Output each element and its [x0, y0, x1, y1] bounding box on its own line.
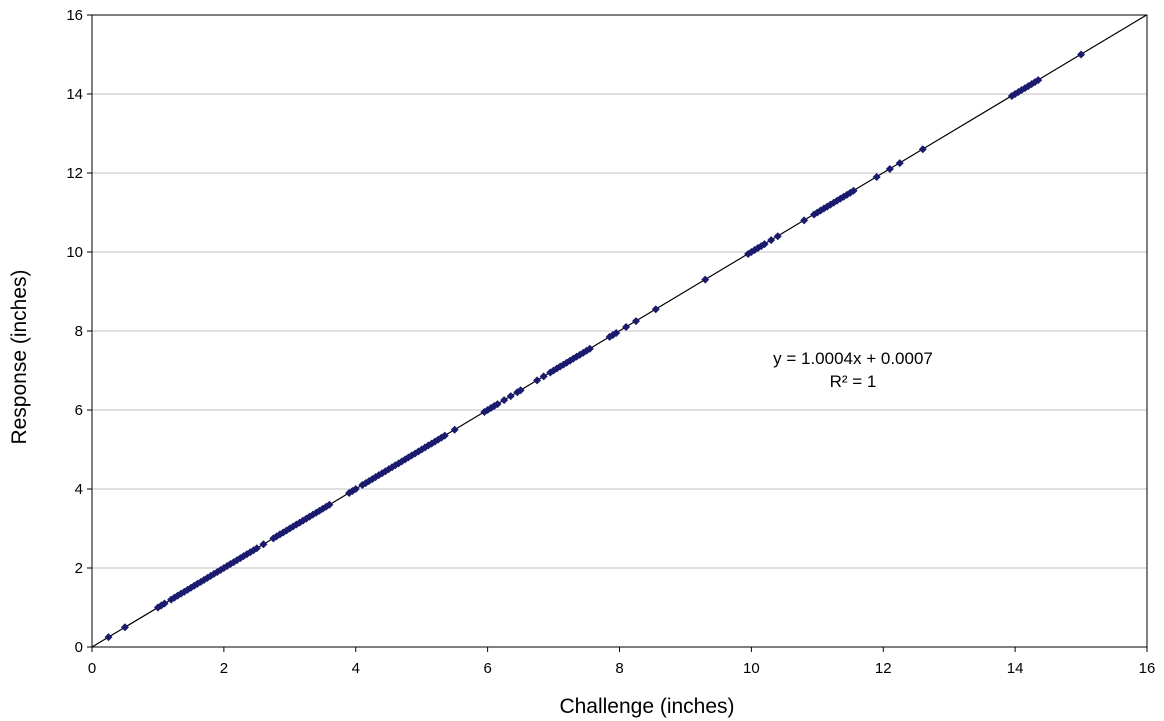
trendline-equation: y = 1.0004x + 0.0007 [773, 349, 933, 368]
data-point [849, 186, 858, 195]
trendline [91, 14, 1147, 648]
data-point [533, 376, 542, 385]
data-point [120, 623, 129, 632]
y-tick-label: 8 [75, 323, 83, 340]
data-point [631, 317, 640, 326]
y-tick-label: 12 [66, 165, 83, 182]
data-point [885, 165, 894, 174]
y-axis-title: Response (inches) [8, 269, 31, 444]
data-point [612, 328, 621, 337]
data-point [506, 392, 515, 401]
data-point [918, 145, 927, 154]
trendline-r-squared: R² = 1 [830, 372, 877, 391]
x-axis-ticks: 0 2 4 6 8 10 12 14 16 [88, 647, 1156, 677]
data-point [160, 599, 169, 608]
data-point [252, 544, 261, 553]
data-point [1034, 76, 1043, 85]
x-tick-label: 8 [615, 660, 623, 677]
data-point [651, 305, 660, 314]
x-tick-label: 6 [483, 660, 491, 677]
data-point [1077, 50, 1086, 59]
data-point [701, 275, 710, 284]
x-tick-label: 4 [352, 660, 360, 677]
x-tick-label: 12 [875, 660, 892, 677]
data-point [767, 236, 776, 245]
data-point [450, 425, 459, 434]
data-point [493, 400, 502, 409]
data-point [773, 232, 782, 241]
y-tick-label: 6 [75, 402, 83, 419]
x-tick-label: 0 [88, 660, 96, 677]
x-tick-label: 10 [743, 660, 760, 677]
y-tick-label: 10 [66, 244, 83, 261]
grid-lines [92, 93, 1147, 569]
data-point [539, 372, 548, 381]
data-point [500, 396, 509, 405]
data-point [104, 633, 113, 642]
y-axis-ticks: 0 2 4 6 8 10 12 14 16 [66, 7, 92, 656]
data-point [351, 485, 360, 493]
data-point [259, 540, 268, 549]
x-tick-label: 16 [1139, 660, 1156, 677]
y-tick-label: 16 [66, 7, 83, 24]
y-tick-label: 4 [75, 481, 83, 498]
x-tick-label: 2 [220, 660, 228, 677]
x-tick-label: 14 [1007, 660, 1024, 677]
data-points [104, 50, 1086, 642]
data-point [872, 172, 881, 181]
data-point [895, 159, 904, 168]
data-point [800, 216, 809, 225]
x-axis-title: Challenge (inches) [559, 695, 734, 718]
y-tick-label: 0 [75, 639, 83, 656]
data-point [622, 323, 631, 332]
data-point [760, 240, 769, 249]
y-tick-label: 14 [66, 86, 83, 103]
data-point [440, 431, 449, 440]
data-point [325, 500, 334, 509]
y-tick-label: 2 [75, 560, 83, 577]
data-point [516, 386, 525, 395]
data-point [585, 344, 594, 353]
